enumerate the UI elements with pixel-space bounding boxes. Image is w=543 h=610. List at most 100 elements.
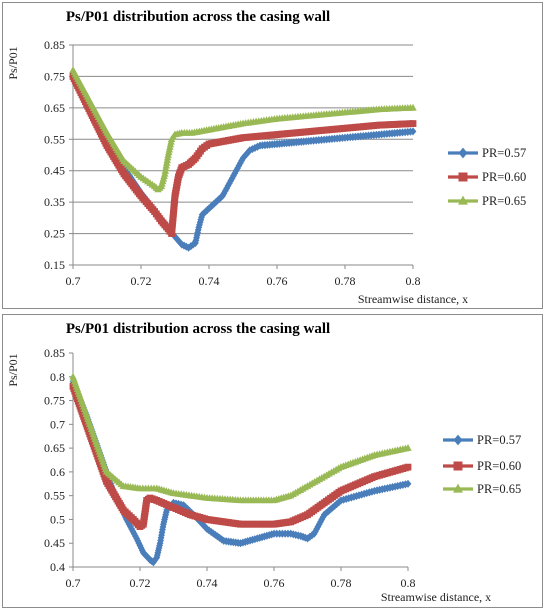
data-point [327, 505, 334, 514]
data-point [322, 508, 330, 517]
y-tick-label: 0.5 [50, 512, 65, 526]
x-axis-label: Streamwise distance, x [381, 590, 491, 604]
data-point [248, 145, 256, 154]
y-tick-label: 0.4 [50, 560, 65, 574]
x-tick-label: 0.76 [264, 576, 285, 590]
y-tick-label: 0.65 [44, 101, 65, 115]
x-axis-label: Streamwise distance, x [358, 292, 468, 306]
legend-label: PR=0.60 [477, 459, 521, 473]
legend-entry: PR=0.65 [448, 194, 526, 208]
chart-title: Ps/P01 distribution across the casing wa… [66, 321, 330, 337]
data-point [325, 507, 332, 516]
y-tick-label: 0.55 [44, 132, 65, 146]
series-markers [69, 66, 417, 193]
legend-label: PR=0.57 [482, 146, 526, 160]
y-tick-label: 0.75 [44, 69, 65, 83]
series-PR=0.57 [69, 377, 412, 567]
data-point [404, 479, 412, 488]
series-PR=0.60 [69, 73, 417, 237]
series-PR=0.65 [69, 372, 412, 504]
y-tick-label: 0.55 [44, 489, 65, 503]
y-tick-label: 0.45 [44, 164, 65, 178]
data-point [227, 176, 235, 185]
legend-marker [453, 461, 463, 471]
data-point [404, 444, 412, 451]
x-tick-label: 0.72 [130, 576, 151, 590]
chart-title: Ps/P01 distribution across the casing wa… [66, 9, 330, 25]
legend-marker [453, 434, 463, 446]
legend-label: PR=0.60 [482, 170, 526, 184]
series-markers [69, 377, 412, 567]
legend-entry: PR=0.57 [443, 433, 521, 447]
legend-entry: PR=0.57 [448, 146, 526, 160]
data-point [150, 558, 157, 567]
data-point [232, 166, 240, 175]
y-tick-label: 0.7 [50, 417, 65, 431]
data-point [238, 156, 246, 165]
series-markers [69, 372, 412, 504]
data-point [409, 103, 417, 111]
data-point [231, 169, 239, 178]
x-tick-label: 0.8 [401, 576, 416, 590]
x-tick-label: 0.8 [406, 274, 421, 288]
y-tick-label: 0.25 [44, 227, 65, 241]
data-point [189, 240, 197, 249]
y-axis-label: Ps/P01 [6, 46, 20, 79]
x-tick-label: 0.78 [331, 576, 352, 590]
x-tick-label: 0.72 [131, 274, 152, 288]
chart-panel-bottom: Ps/P01 distribution across the casing wa… [2, 314, 543, 608]
y-tick-label: 0.85 [44, 346, 65, 360]
x-tick-label: 0.78 [335, 274, 356, 288]
series-line [71, 380, 409, 564]
data-point [333, 499, 341, 509]
data-point [409, 127, 417, 136]
data-point [226, 179, 233, 188]
data-point [335, 498, 343, 507]
y-tick-label: 0.75 [44, 394, 65, 408]
x-tick-label: 0.76 [267, 274, 288, 288]
legend-entry: PR=0.60 [443, 459, 521, 473]
data-point [320, 510, 328, 519]
data-point [308, 531, 316, 540]
legend-marker [458, 195, 468, 205]
legend-label: PR=0.65 [477, 482, 521, 496]
data-point [234, 164, 241, 173]
legend-entry: PR=0.60 [448, 170, 526, 184]
data-point [404, 463, 412, 471]
legend-marker [453, 483, 463, 493]
data-point [228, 174, 236, 183]
y-tick-label: 0.45 [44, 536, 65, 550]
y-tick-label: 0.8 [50, 370, 65, 384]
series-PR=0.60 [69, 382, 412, 530]
data-point [230, 171, 237, 180]
chart-bottom: Ps/P01 distribution across the casing wa… [6, 321, 521, 604]
legend-entry: PR=0.65 [443, 482, 521, 496]
chart-top: Ps/P01 distribution across the casing wa… [6, 9, 526, 306]
series-markers [69, 73, 417, 237]
legend-marker [458, 147, 468, 159]
data-point [223, 184, 231, 193]
y-tick-label: 0.6 [50, 465, 65, 479]
x-tick-label: 0.7 [66, 274, 81, 288]
data-point [187, 242, 195, 251]
y-tick-label: 0.85 [44, 38, 65, 52]
chart-panel-top: Ps/P01 distribution across the casing wa… [2, 2, 543, 309]
data-point [331, 501, 339, 510]
series-markers [69, 382, 412, 530]
data-point [219, 191, 226, 200]
legend-label: PR=0.65 [482, 194, 526, 208]
data-point [224, 181, 232, 190]
x-tick-label: 0.7 [66, 576, 81, 590]
y-tick-label: 0.15 [44, 258, 65, 272]
y-axis-label: Ps/P01 [6, 353, 20, 386]
data-point [235, 161, 243, 170]
x-tick-label: 0.74 [197, 576, 218, 590]
data-point [184, 504, 191, 514]
series-PR=0.65 [69, 66, 417, 193]
y-tick-label: 0.35 [44, 195, 65, 209]
data-point [329, 503, 337, 512]
legend-label: PR=0.57 [477, 433, 521, 447]
y-tick-label: 0.65 [44, 441, 65, 455]
data-point [246, 146, 254, 155]
x-tick-label: 0.74 [199, 274, 220, 288]
